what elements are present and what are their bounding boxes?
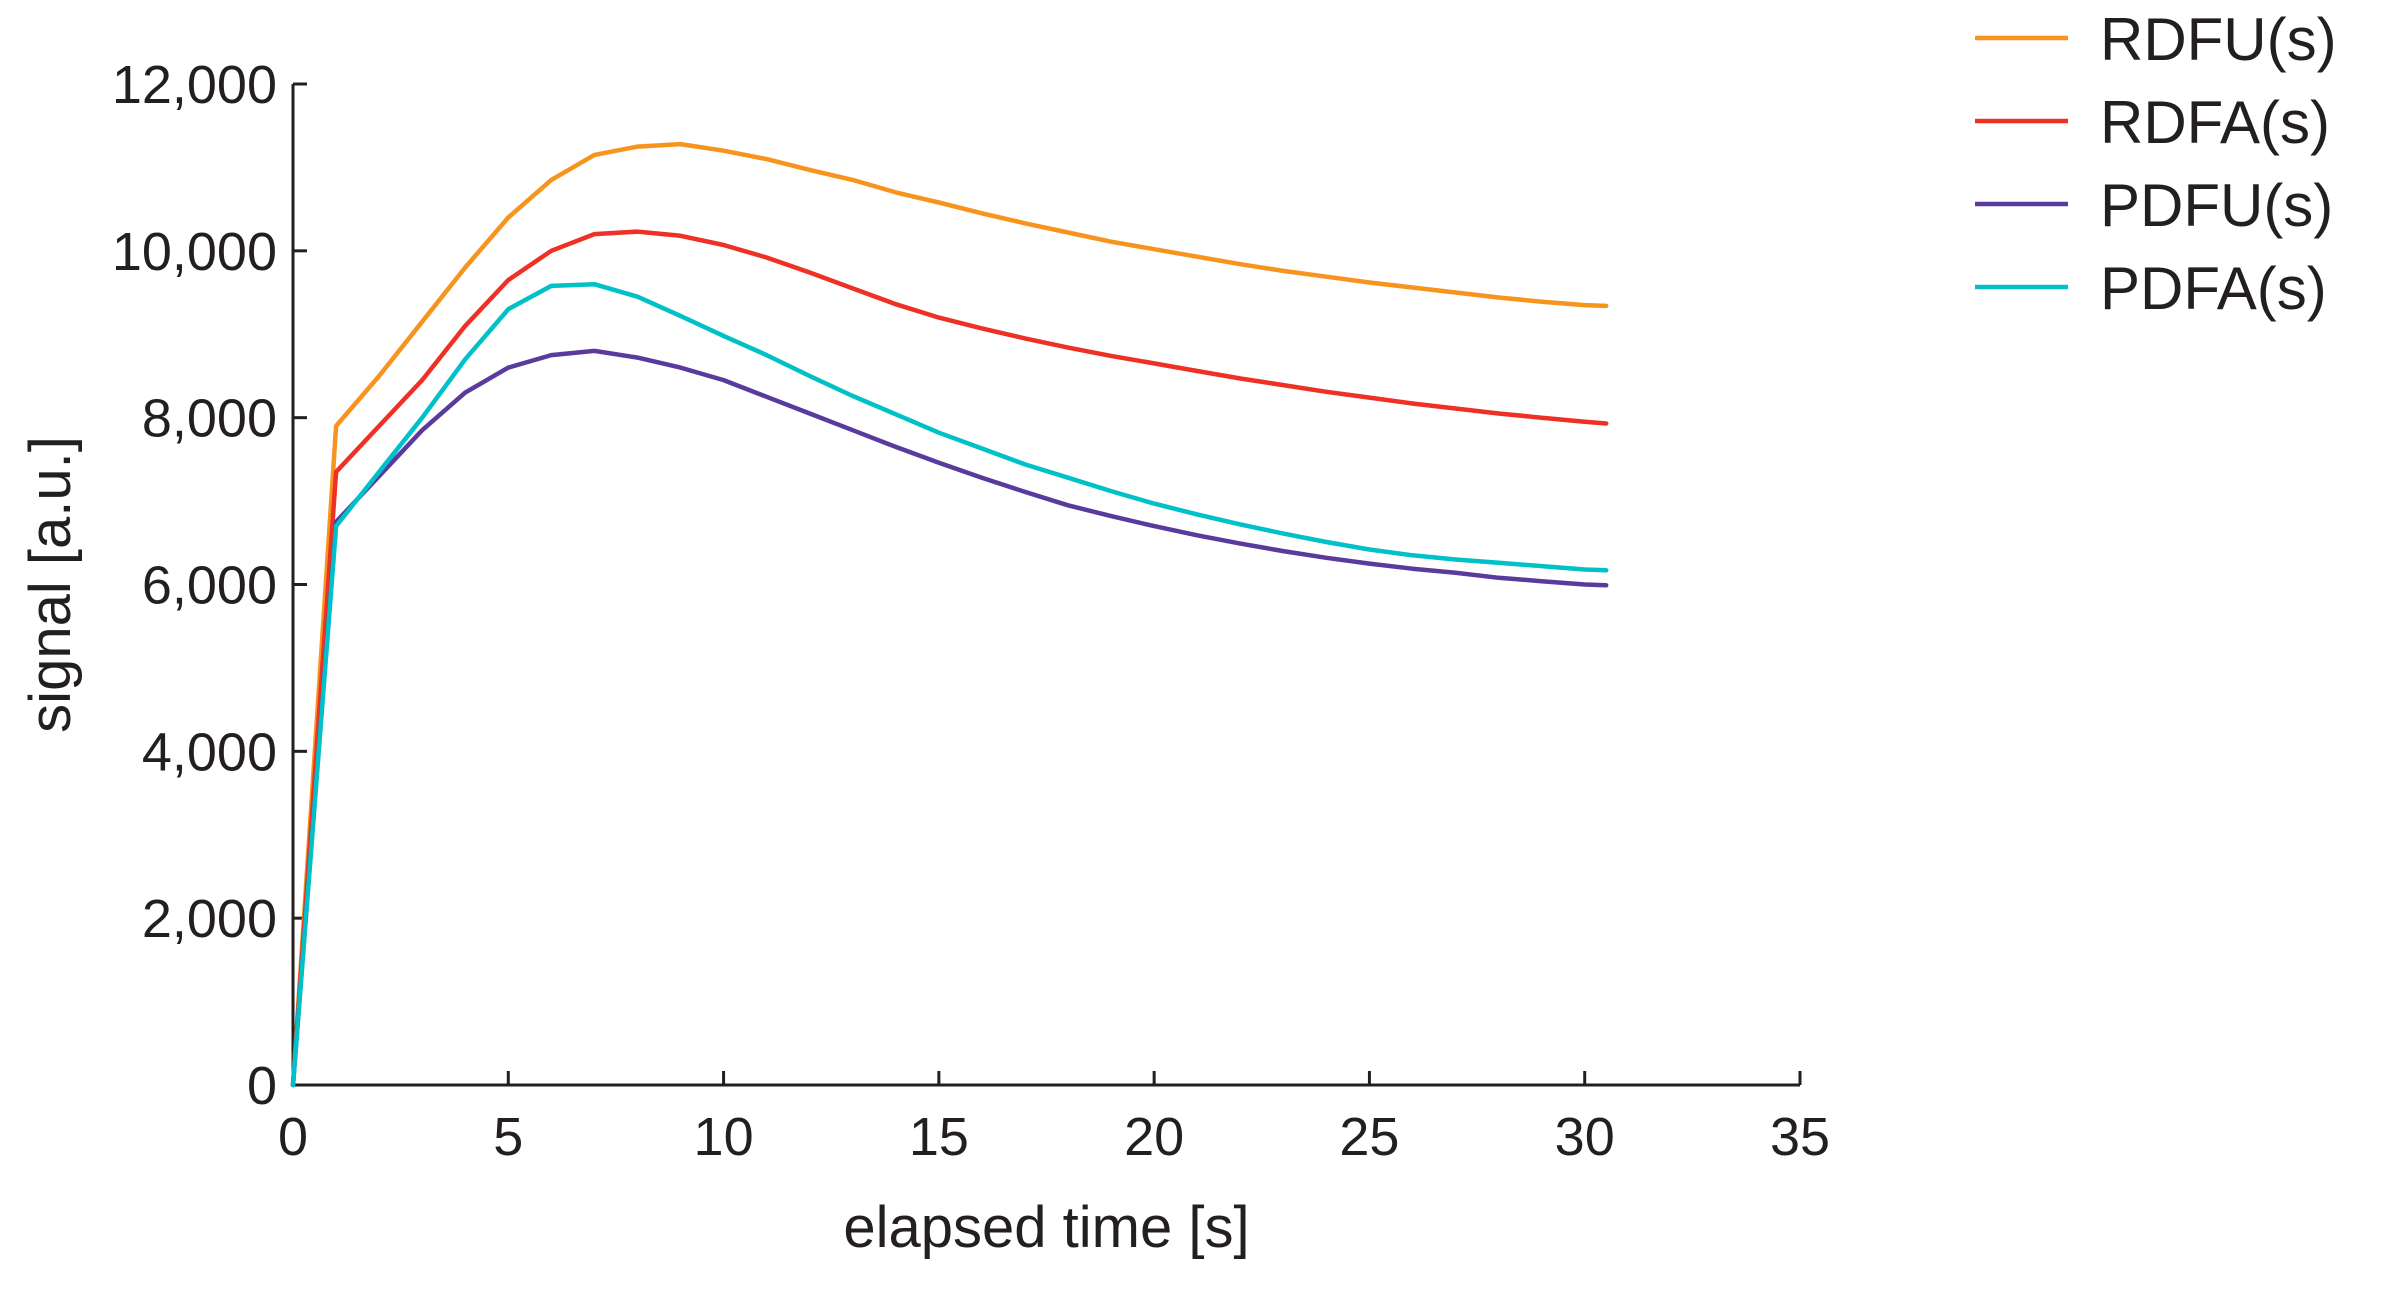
series-line-pdfu-s: [290, 348, 1609, 1088]
series-line-pdfa-s: [290, 281, 1609, 1088]
legend: RDFU(s) RDFA(s) PDFU(s) PDFA(s): [1975, 6, 2337, 322]
series-line-rdfa-s: [290, 229, 1609, 1088]
y-axis-ticks: 0 2,000 4,000 6,000 8,000 10,000 12,000: [112, 55, 307, 1116]
legend-label: PDFA(s): [2100, 255, 2327, 322]
legend-label: PDFU(s): [2100, 172, 2333, 239]
x-axis-ticks: 0 5 10 15 20 25 30 35: [278, 1071, 1830, 1167]
y-tick-label: 0: [247, 1056, 277, 1116]
legend-label: RDFA(s): [2100, 89, 2330, 156]
x-tick-label: 5: [493, 1107, 523, 1167]
x-tick-label: 25: [1339, 1107, 1399, 1167]
x-tick-label: 10: [694, 1107, 754, 1167]
x-tick-label: 35: [1770, 1107, 1830, 1167]
y-tick-label: 10,000: [112, 222, 277, 282]
y-axis-label: signal [a.u.]: [18, 436, 83, 733]
x-axis-label: elapsed time [s]: [843, 1195, 1249, 1260]
series-lines: [290, 141, 1609, 1088]
x-tick-label: 15: [909, 1107, 969, 1167]
x-tick-label: 20: [1124, 1107, 1184, 1167]
y-tick-label: 8,000: [142, 389, 277, 449]
y-tick-label: 4,000: [142, 722, 277, 782]
y-tick-label: 2,000: [142, 889, 277, 949]
series-line-rdfu-s: [290, 141, 1609, 1088]
legend-label: RDFU(s): [2100, 6, 2337, 73]
y-tick-label: 6,000: [142, 556, 277, 616]
x-tick-label: 0: [278, 1107, 308, 1167]
y-tick-label: 12,000: [112, 55, 277, 115]
x-tick-label: 30: [1555, 1107, 1615, 1167]
